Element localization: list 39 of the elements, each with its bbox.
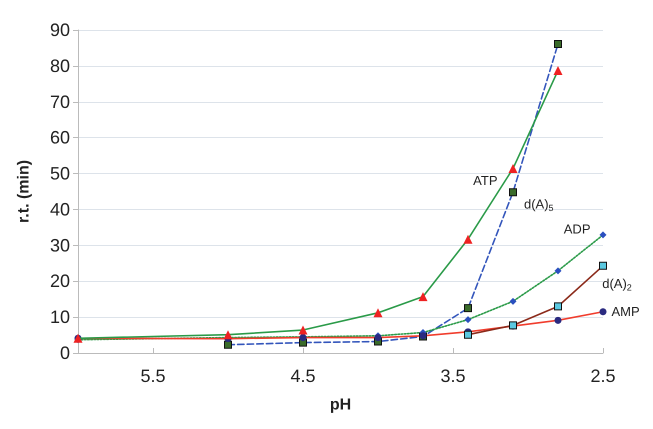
point bbox=[508, 164, 518, 174]
point bbox=[464, 330, 472, 339]
y-tick-label: 60 bbox=[50, 128, 70, 148]
x-tick-label: 4.5 bbox=[290, 366, 316, 386]
series-label: ATP bbox=[473, 173, 498, 188]
y-tick-label: 30 bbox=[50, 235, 70, 256]
y-tick-label: 80 bbox=[50, 56, 70, 76]
y-tick-label: 50 bbox=[50, 164, 70, 184]
point bbox=[224, 330, 232, 340]
point bbox=[374, 308, 382, 318]
point bbox=[464, 304, 472, 312]
x-tick-label: 3.5 bbox=[440, 366, 466, 386]
y-tick-label: 10 bbox=[50, 307, 70, 328]
series-label: AMP bbox=[612, 304, 640, 320]
y-tick-label: 20 bbox=[50, 271, 70, 292]
point bbox=[554, 66, 562, 76]
y-tick-label: 0 bbox=[60, 343, 70, 363]
point bbox=[298, 326, 308, 335]
x-tick-label: 2.5 bbox=[590, 366, 616, 386]
point bbox=[599, 262, 607, 270]
point bbox=[224, 340, 232, 349]
point bbox=[464, 316, 472, 324]
point bbox=[600, 231, 606, 238]
y-axis-title: r.t. (min) bbox=[16, 160, 32, 224]
point bbox=[554, 302, 562, 310]
x-tick-label: 5.5 bbox=[140, 366, 166, 386]
point bbox=[418, 292, 428, 302]
y-tick-label: 90 bbox=[50, 20, 70, 40]
point bbox=[509, 188, 517, 196]
y-tick-label: 40 bbox=[50, 199, 70, 220]
point bbox=[600, 308, 606, 316]
point bbox=[554, 267, 562, 274]
point bbox=[554, 40, 562, 48]
point bbox=[554, 316, 562, 324]
point bbox=[510, 298, 516, 305]
point bbox=[464, 234, 472, 244]
y-tick-label: 70 bbox=[50, 92, 70, 112]
x-axis-title: pH bbox=[330, 396, 352, 414]
series-label: ADP bbox=[564, 221, 590, 236]
